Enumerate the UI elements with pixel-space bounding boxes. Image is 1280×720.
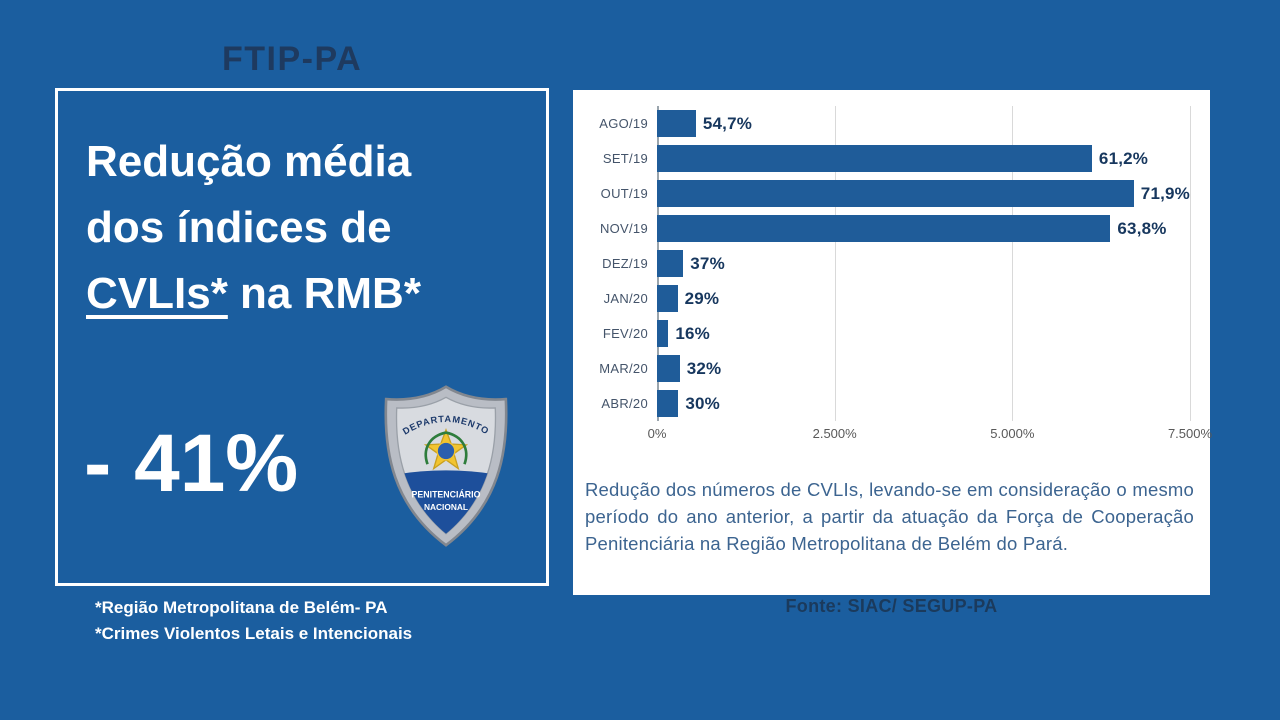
footnotes: *Região Metropolitana de Belém- PA *Crim…: [95, 595, 412, 648]
bar-value-label: 16%: [675, 323, 710, 343]
chart-rows: AGO/19 54,7% SET/19 61,2% OUT/19 71,9% NOV/19 6…: [579, 106, 1190, 421]
chart-row: DEZ/19 37%: [579, 246, 1190, 281]
page-title: FTIP-PA: [222, 40, 363, 78]
bar-chart: AGO/19 54,7% SET/19 61,2% OUT/19 71,9% NOV/19 6…: [579, 106, 1212, 443]
x-axis-tick-label: 2.500%: [812, 426, 857, 441]
chart-description: Redução dos números de CVLIs, levando-se…: [585, 479, 1194, 554]
bar-value-label: 63,8%: [1117, 218, 1167, 238]
headline-line-1: Redução média: [86, 137, 412, 186]
category-label: JAN/20: [603, 291, 648, 306]
bar-track: 63,8%: [657, 215, 1190, 242]
headline-line-2: dos índices de: [86, 203, 392, 252]
chart-row: SET/19 61,2%: [579, 141, 1190, 176]
gridline: [1012, 106, 1014, 421]
gridline: [834, 106, 836, 421]
crest-bottom-text-1: PENITENCIÁRIO: [412, 490, 481, 500]
bar-track: 32%: [657, 355, 1190, 382]
depen-crest-icon: DEPARTAMENTO PENITENCIÁRIO NACIONAL: [384, 385, 508, 547]
chart-row: MAR/20 32%: [579, 351, 1190, 386]
category-label: NOV/19: [599, 221, 648, 236]
bar-value-label: 71,9%: [1140, 183, 1190, 203]
bar: [657, 180, 1134, 207]
bar-track: 37%: [657, 250, 1190, 277]
headline-line-3: CVLIs* na RMB*: [86, 261, 421, 327]
chart-row: NOV/19 63,8%: [579, 211, 1190, 246]
headline-rmb: na RMB*: [227, 269, 421, 318]
chart-card: AGO/19 54,7% SET/19 61,2% OUT/19 71,9% NOV/19 6…: [573, 90, 1212, 595]
chart-row: OUT/19 71,9%: [579, 176, 1190, 211]
bar-value-label: 54,7%: [702, 113, 753, 133]
crest-bottom-text-2: NACIONAL: [424, 502, 468, 512]
category-label: OUT/19: [600, 186, 648, 201]
x-axis-tick-label: 0%: [647, 426, 667, 441]
headline-cvlis: CVLIs*: [86, 269, 228, 318]
category-label: FEV/20: [602, 326, 648, 341]
footnote-rmb: *Região Metropolitana de Belém- PA: [95, 598, 388, 617]
bar: [657, 215, 1111, 242]
bar-track: 61,2%: [657, 145, 1190, 172]
category-label: SET/19: [602, 151, 648, 166]
chart-row: AGO/19 54,7%: [579, 106, 1190, 141]
source-text: Fonte: SIAC/ SEGUP-PA: [785, 596, 998, 616]
footnote-cvli: *Crimes Violentos Letais e Intencionais: [95, 624, 413, 644]
category-label: MAR/20: [599, 361, 648, 376]
bar: [657, 110, 696, 137]
gridline: [1190, 106, 1191, 421]
bar-value-label: 32%: [686, 358, 722, 378]
stat-value: - 41%: [84, 418, 299, 509]
category-label: ABR/20: [601, 396, 648, 411]
headline: Redução média dos índices de CVLIs* na R…: [86, 129, 421, 327]
bar-value-label: 61,2%: [1098, 148, 1149, 168]
bar: [657, 285, 678, 312]
bar-value-label: 29%: [684, 288, 720, 308]
brazil-coat-of-arms-icon: [423, 428, 469, 471]
x-axis-tick-label: 5.000%: [990, 426, 1035, 441]
bar-track: 54,7%: [657, 110, 1190, 137]
bar-value-label: 30%: [685, 393, 720, 413]
chart-row: ABR/20 30%: [579, 386, 1190, 421]
x-axis-tick-label: 7.500%: [1167, 426, 1213, 441]
bar: [657, 250, 684, 277]
category-label: AGO/19: [599, 116, 648, 131]
bar-track: 71,9%: [657, 180, 1190, 207]
bar-value-label: 37%: [690, 253, 725, 273]
x-axis-labels: 0% 2.500% 5.000% 7.500%: [648, 421, 1212, 443]
bar: [657, 145, 1092, 172]
category-label: DEZ/19: [602, 256, 648, 271]
chart-row: FEV/20 16%: [579, 316, 1190, 351]
bar-track: 30%: [657, 390, 1190, 417]
left-panel: Redução média dos índices de CVLIs* na R…: [55, 88, 549, 586]
bar-track: 29%: [657, 285, 1190, 312]
bar-track: 16%: [657, 320, 1190, 347]
bar: [657, 390, 679, 417]
bar: [657, 320, 669, 347]
bar: [657, 355, 680, 382]
chart-row: JAN/20 29%: [579, 281, 1190, 316]
